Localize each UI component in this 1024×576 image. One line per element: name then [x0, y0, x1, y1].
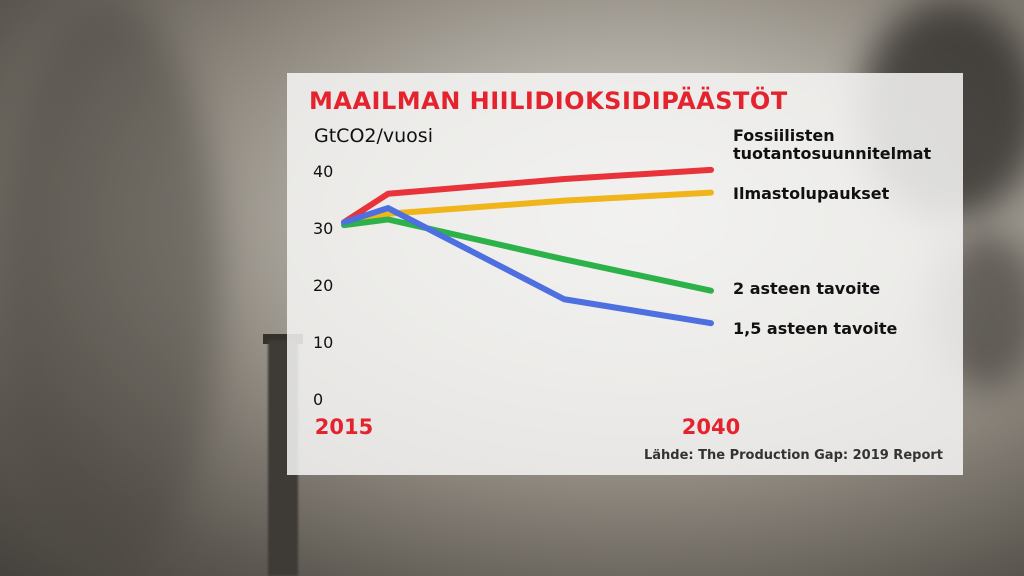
series-label: 1,5 asteen tavoite	[733, 319, 898, 338]
chart-panel: MAAILMAN HIILIDIOKSIDIPÄÄSTÖT GtCO2/vuos…	[287, 73, 963, 475]
y-tick-label: 30	[313, 219, 333, 238]
series-line	[341, 205, 714, 327]
chart-title: MAAILMAN HIILIDIOKSIDIPÄÄSTÖT	[309, 87, 788, 115]
line-chart: 0 10 20 30 40 2015 2040 Fossiilisten tuotantosuu…	[313, 126, 932, 439]
y-tick-label: 40	[313, 162, 333, 181]
series-line	[341, 189, 714, 226]
series-line	[341, 166, 714, 226]
y-axis-unit-label: GtCO2/vuosi	[314, 125, 433, 147]
source-note: Lähde: The Production Gap: 2019 Report	[643, 448, 943, 463]
y-tick-label: 10	[313, 333, 333, 352]
y-tick-label: 0	[313, 390, 323, 409]
series-label: 2 asteen tavoite	[733, 279, 880, 298]
background-smoke-cloud	[0, 0, 220, 576]
background-chimney-top	[263, 334, 303, 344]
y-tick-label: 20	[313, 276, 333, 295]
x-tick-label: 2015	[315, 415, 373, 439]
series-label: Fossiilisten tuotantosuunnitelmat	[733, 126, 932, 163]
x-tick-label: 2040	[682, 415, 740, 439]
series-label: Ilmastolupaukset	[733, 184, 890, 203]
series-line	[341, 216, 714, 294]
